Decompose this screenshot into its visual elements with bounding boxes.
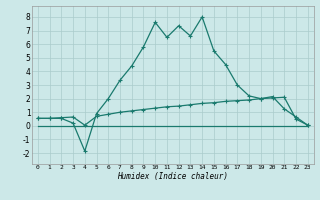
X-axis label: Humidex (Indice chaleur): Humidex (Indice chaleur) — [117, 172, 228, 181]
